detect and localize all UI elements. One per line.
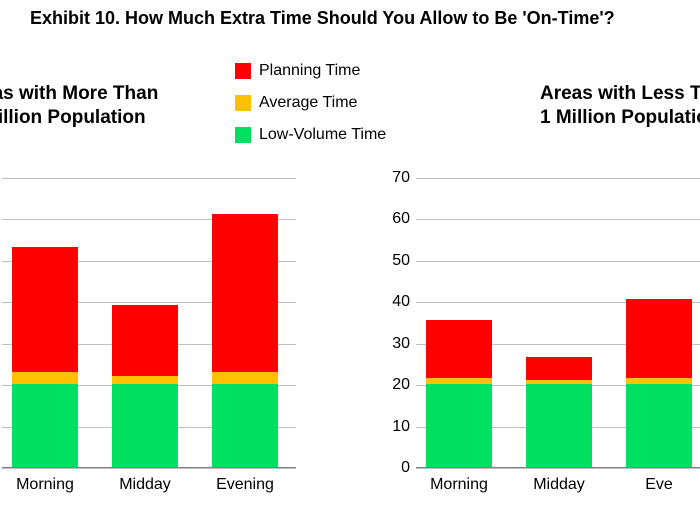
right-chart: 010203040506070 Morning Midday Eve [380, 178, 700, 518]
bar-segment [12, 247, 78, 371]
bar-segment [212, 214, 278, 371]
y-tick-label: 70 [376, 169, 416, 187]
right-panel-title-line1: Areas with Less Tha [540, 83, 700, 104]
exhibit-title: Exhibit 10. How Much Extra Time Should Y… [30, 8, 690, 29]
bar-group [426, 178, 492, 467]
y-tick-label: 10 [376, 418, 416, 436]
bar-segment [426, 378, 492, 384]
y-tick-label: 60 [376, 210, 416, 228]
legend: Planning Time Average Time Low-Volume Time [235, 62, 435, 158]
bar-group [626, 178, 692, 467]
bar-segment [212, 372, 278, 384]
category-label: Morning [430, 476, 488, 494]
bar-group [212, 178, 278, 467]
legend-item: Low-Volume Time [235, 126, 435, 144]
legend-item: Planning Time [235, 62, 435, 80]
bar-segment [112, 384, 178, 467]
bar-segment [526, 384, 592, 467]
bar-segment [12, 384, 78, 467]
bar-segment [426, 320, 492, 378]
category-label: Eve [645, 476, 673, 494]
right-panel-title: Areas with Less Tha 1 Million Populatio [540, 82, 700, 130]
legend-item: Average Time [235, 94, 435, 112]
y-tick-label: 50 [376, 252, 416, 270]
right-panel-title-line2: 1 Million Populatio [540, 107, 700, 128]
legend-label: Low-Volume Time [259, 126, 386, 144]
legend-swatch [235, 127, 251, 143]
bar-segment [12, 372, 78, 384]
y-tick-label: 40 [376, 293, 416, 311]
bar-group [526, 178, 592, 467]
category-label: Morning [16, 476, 74, 494]
category-label: Midday [533, 476, 585, 494]
legend-swatch [235, 95, 251, 111]
bar-segment [426, 384, 492, 467]
bar-segment [626, 299, 692, 378]
legend-label: Planning Time [259, 62, 360, 80]
left-chart: Morning Midday Evening [0, 178, 296, 518]
y-tick-label: 0 [376, 459, 416, 477]
gridline [416, 468, 700, 469]
left-panel-title-line1: eas with More Than [0, 83, 158, 104]
category-label: Midday [119, 476, 171, 494]
bar-segment [212, 384, 278, 467]
y-tick-label: 20 [376, 376, 416, 394]
left-panel-title-line2: Million Population [0, 107, 146, 128]
bar-segment [112, 305, 178, 375]
gridline [2, 468, 296, 469]
bar-segment [626, 384, 692, 467]
bar-group [12, 178, 78, 467]
bar-segment [526, 357, 592, 380]
legend-label: Average Time [259, 94, 357, 112]
bar-segment [112, 376, 178, 384]
bar-segment [526, 380, 592, 384]
plot-area: 010203040506070 [416, 178, 700, 468]
bar-segment [626, 378, 692, 384]
y-tick-label: 30 [376, 335, 416, 353]
left-panel-title: eas with More Than Million Population [0, 82, 212, 130]
legend-swatch [235, 63, 251, 79]
category-label: Evening [216, 476, 274, 494]
plot-area [2, 178, 296, 468]
bar-group [112, 178, 178, 467]
